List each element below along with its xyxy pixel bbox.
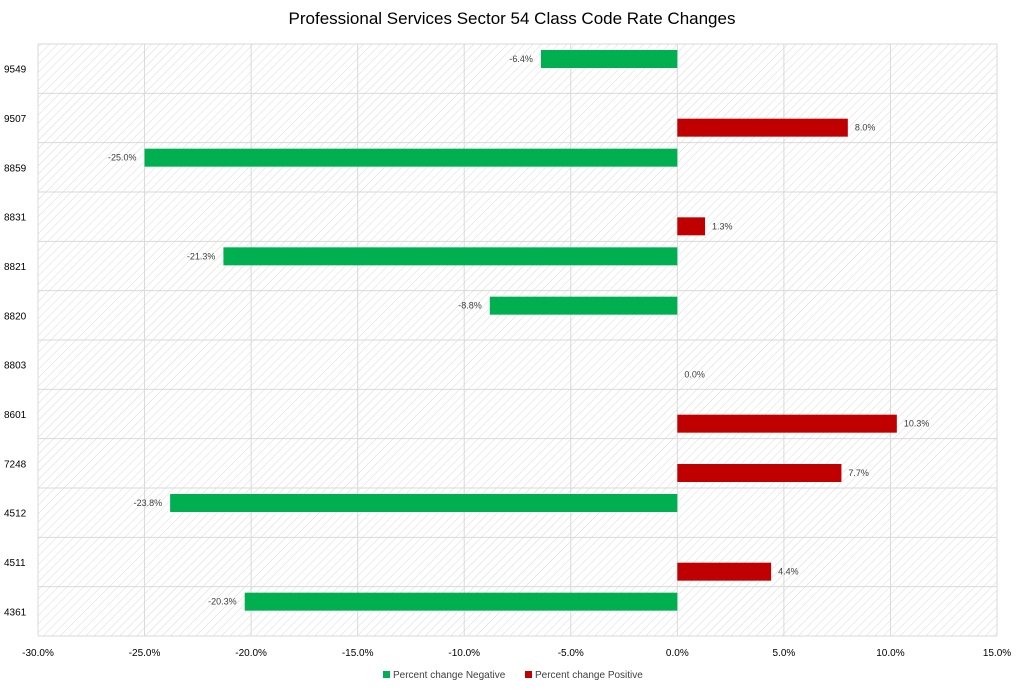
x-tick-label: -25.0% <box>129 648 161 659</box>
data-label: 10.3% <box>904 419 930 429</box>
data-label: 8.0% <box>855 123 876 133</box>
bar-positive <box>677 118 848 137</box>
x-tick-label: -15.0% <box>342 648 374 659</box>
x-tick-label: 5.0% <box>772 648 795 659</box>
y-tick-label: 9507 <box>4 114 27 125</box>
data-label: -6.4% <box>509 54 533 64</box>
bar-negative <box>489 296 678 315</box>
y-tick-label: 8820 <box>4 311 27 322</box>
data-label: -25.0% <box>108 153 137 163</box>
x-tick-label: 10.0% <box>876 648 904 659</box>
data-label: -23.8% <box>134 498 163 508</box>
data-label: 0.0% <box>684 369 705 379</box>
bar-positive <box>677 464 842 482</box>
y-tick-label: 8803 <box>4 361 27 372</box>
chart-title: Professional Services Sector 54 Class Co… <box>289 9 736 28</box>
bar-negative <box>170 494 678 512</box>
data-labels: -6.4% -25.0% -21.3% -8.8% -23.8% -20.3% 8.0% 1.… <box>108 54 929 607</box>
x-tick-label: -30.0% <box>22 648 54 659</box>
data-label: -20.3% <box>208 597 237 607</box>
y-tick-label: 7248 <box>4 459 27 470</box>
bar-positive <box>677 414 897 433</box>
data-label: -8.8% <box>458 301 482 311</box>
bar-negative <box>144 148 678 167</box>
y-tick-label: 4511 <box>4 558 26 569</box>
bar-negative <box>540 50 678 68</box>
bars <box>144 50 897 611</box>
x-tick-label: -20.0% <box>235 648 267 659</box>
y-axis: 9549 9507 8859 8831 8821 8820 8803 8601 7248 4512… <box>4 65 27 619</box>
grid <box>37 43 998 637</box>
y-tick-label: 4512 <box>4 509 27 520</box>
y-tick-label: 4361 <box>4 607 27 618</box>
x-tick-label: 0.0% <box>666 648 689 659</box>
y-tick-label: 8831 <box>4 213 27 224</box>
legend-label-negative: Percent change Negative <box>393 670 506 681</box>
bar-positive <box>677 217 706 236</box>
data-label: 1.3% <box>712 221 733 231</box>
y-tick-label: 8859 <box>4 163 27 174</box>
bar-negative <box>223 247 678 266</box>
x-tick-label: -5.0% <box>558 648 584 659</box>
legend-label-positive: Percent change Positive <box>535 670 643 681</box>
data-label: 4.4% <box>778 567 799 577</box>
data-label: 7.7% <box>848 468 869 478</box>
y-tick-label: 8601 <box>4 410 27 421</box>
data-label: -21.3% <box>187 251 216 261</box>
x-axis: -30.0% -25.0% -20.0% -15.0% -10.0% -5.0% 0.0% 5… <box>22 648 1011 659</box>
y-tick-label: 8821 <box>4 262 27 273</box>
y-tick-label: 9549 <box>4 65 27 76</box>
legend-swatch-negative <box>383 671 390 678</box>
x-tick-label: -10.0% <box>448 648 480 659</box>
x-tick-label: 15.0% <box>983 648 1011 659</box>
bar-positive <box>677 562 772 581</box>
legend-swatch-positive <box>525 671 532 678</box>
bar-negative <box>244 592 678 611</box>
legend: Percent change Negative Percent change P… <box>383 670 643 681</box>
